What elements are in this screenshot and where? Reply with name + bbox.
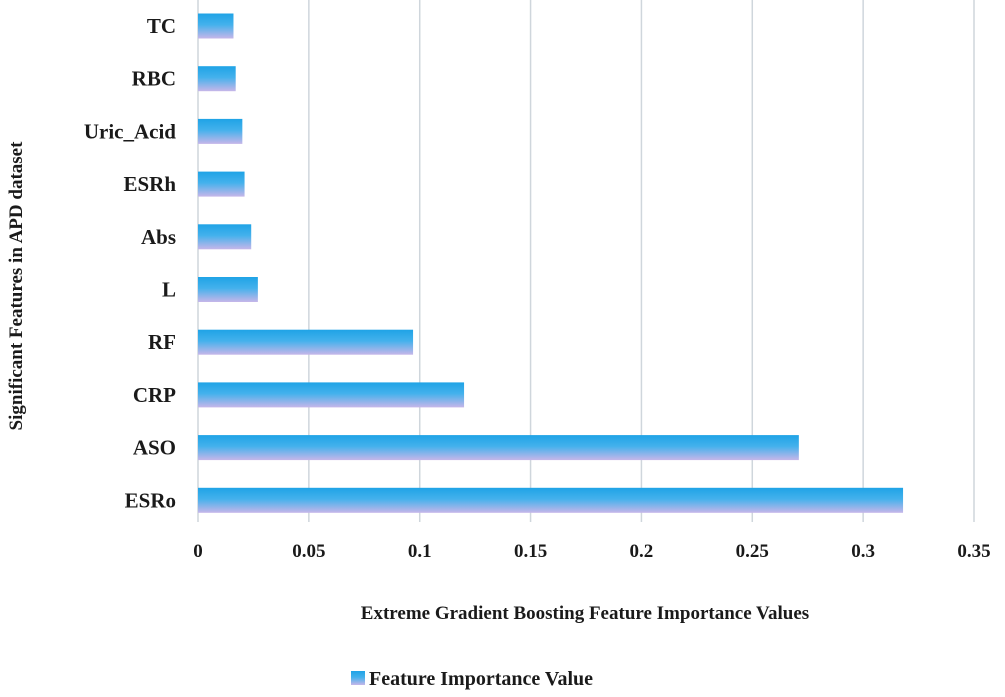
bars	[198, 13, 904, 513]
gridlines	[197, 0, 975, 522]
x-tick-label: 0.25	[736, 541, 769, 562]
bar-l	[198, 277, 258, 302]
y-axis-title: Significant Features in APD dataset	[6, 141, 27, 431]
y-axis-tick-labels: TC RBC Uric_Acid ESRh Abs L RF CRP ASO ESRo	[84, 14, 176, 512]
y-tick-label: TC	[147, 14, 176, 38]
y-tick-label: Uric_Acid	[84, 119, 176, 143]
x-tick-label: 0.35	[957, 541, 990, 562]
y-tick-label: ESRh	[123, 172, 176, 196]
y-tick-label: RBC	[132, 67, 176, 91]
legend: Feature Importance Value	[351, 668, 593, 690]
bar-esro	[198, 487, 904, 513]
x-axis-title: Extreme Gradient Boosting Feature Import…	[361, 603, 809, 624]
bar-crp	[198, 382, 465, 408]
x-tick-label: 0.15	[514, 541, 547, 562]
y-tick-label: RF	[148, 330, 176, 354]
bar-tc	[198, 13, 234, 39]
bar-rf	[198, 329, 414, 355]
y-tick-label: L	[162, 278, 176, 302]
bar-abs	[198, 224, 252, 250]
y-tick-label: Abs	[141, 225, 176, 249]
bar-esrh	[198, 171, 245, 197]
y-tick-label: ASO	[133, 436, 176, 460]
legend-swatch	[351, 671, 365, 685]
x-tick-label: 0	[193, 541, 203, 562]
y-tick-label: CRP	[133, 383, 176, 407]
x-tick-label: 0.3	[851, 541, 875, 562]
bar-rbc	[198, 66, 236, 92]
bar-uric-acid	[198, 118, 243, 144]
y-tick-label: ESRo	[125, 488, 176, 512]
x-tick-label: 0.1	[408, 541, 432, 562]
x-axis-tick-labels: 0 0.05 0.1 0.15 0.2 0.25 0.3 0.35	[193, 541, 990, 562]
x-tick-label: 0.05	[292, 541, 325, 562]
legend-label: Feature Importance Value	[369, 668, 593, 690]
x-tick-label: 0.2	[630, 541, 654, 562]
bar-aso	[198, 435, 799, 461]
